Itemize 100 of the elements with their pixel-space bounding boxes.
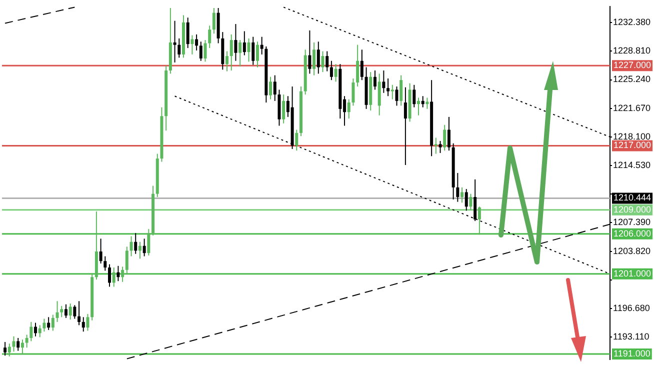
candlestick [20,339,24,354]
candlestick [108,264,111,288]
candlestick [460,186,464,204]
candlestick [247,38,250,62]
candlestick [386,78,390,97]
candlestick [212,8,216,34]
candlestick [330,60,333,81]
candlestick [238,40,242,67]
candlestick [438,140,442,154]
candlestick [60,305,64,318]
candlestick [125,246,128,274]
candlestick [308,30,312,74]
candlestick [82,316,85,332]
ref-line-label: 1209.000 [614,204,652,214]
candlestick [269,76,272,100]
candlestick [230,34,233,71]
candlestick [373,70,376,90]
candlestick [138,241,142,260]
candlestick [273,74,276,102]
candlestick [256,41,259,68]
candlestick [478,206,481,236]
candlestick [4,341,7,356]
ref-line-label: 1227.000 [614,60,652,70]
candlestick [104,256,107,272]
candlestick [226,50,229,72]
candlestick [316,41,320,74]
candlestick [443,124,446,152]
ref-line-label: 1210.444 [614,192,652,203]
candlestick [464,188,468,212]
candlestick [252,36,255,66]
y-tick-label: 1207.390 [613,217,651,228]
candlestick [73,304,76,320]
y-tick-label: 1225.240 [613,74,651,84]
candlestick [400,74,403,106]
candlestick [295,129,298,152]
candlestick [116,265,120,282]
y-tick-label: 1232.380 [613,17,651,28]
candlestick [178,38,181,58]
candlestick [312,42,316,76]
candlestick [204,40,207,62]
candlestick [25,334,28,348]
candlestick [134,232,138,254]
candlestick [447,116,450,152]
candlestick [190,34,194,55]
candlestick [68,303,72,320]
candlestick [147,228,150,256]
candlestick [417,97,420,116]
candlestick [112,266,116,288]
candlestick [130,236,133,257]
candlestick [395,86,398,106]
candlestick [51,314,54,332]
candlestick [234,24,238,62]
ref-line-label: 1201.000 [614,268,652,278]
candlestick [38,324,42,338]
candlestick [199,41,202,62]
candlestick [42,318,46,332]
y-tick-label: 1221.670 [613,102,651,113]
candlestick [64,304,68,318]
candlestick [142,238,146,257]
candlestick [334,64,338,82]
ref-line-label: 1217.000 [614,140,652,150]
candlestick [16,337,20,352]
candlestick [34,322,38,337]
ref-line-label: 1191.000 [614,348,650,358]
candlestick [390,84,394,100]
candlestick [421,96,424,108]
candlestick [426,97,429,110]
candlestick [282,94,286,124]
candlestick [121,266,124,282]
candlestick [321,50,324,73]
y-tick-label: 1228.810 [613,46,651,56]
candlestick [456,172,460,202]
y-tick-label: 1218.100 [613,131,651,142]
candlestick [12,336,16,352]
candlestick [208,25,212,49]
candlestick [78,300,81,326]
candlestick [326,50,329,72]
candlestick [47,316,50,330]
y-tick-label: 1196.680 [613,302,650,313]
candlestick [474,178,477,222]
candlestick [356,44,360,87]
candlestick [382,70,386,94]
candlestick [360,49,364,81]
candlestick [186,17,190,49]
candlestick [173,20,176,63]
candlestick [469,193,472,210]
candlestick [8,343,11,357]
candlestick [56,300,59,322]
candlestick [99,238,102,264]
candlestick [434,137,438,154]
candlestick [195,34,198,51]
y-tick-label: 1203.820 [613,246,651,256]
candlestick [347,98,350,120]
y-tick-label: 1214.530 [613,160,651,170]
candlestick [352,78,355,106]
candlestick [412,84,416,108]
candlestick [404,86,407,166]
candlestick [242,30,246,56]
candlestick [86,313,90,332]
candlestick [260,36,264,55]
